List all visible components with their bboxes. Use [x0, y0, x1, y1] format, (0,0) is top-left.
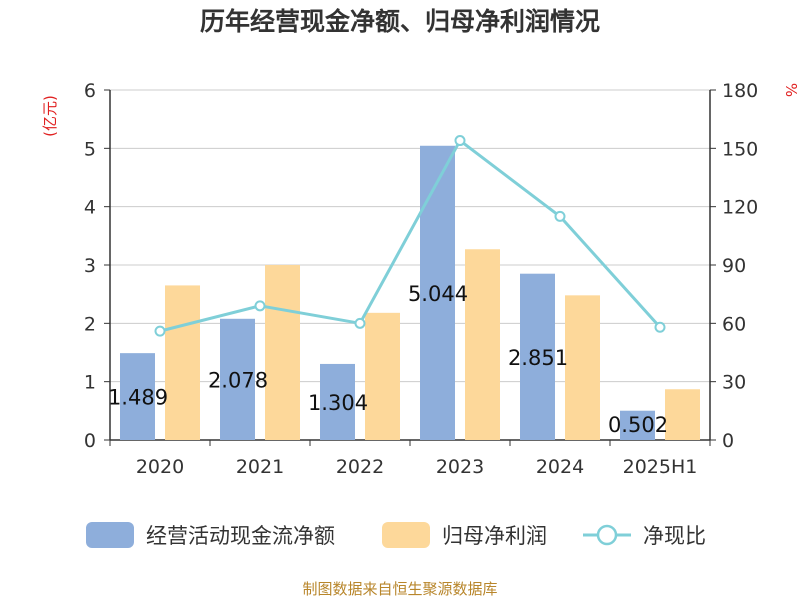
bar-profit — [365, 313, 400, 440]
right-tick-label: 30 — [722, 372, 746, 394]
legend-swatch-cashflow — [86, 522, 134, 548]
legend-label-cashflow: 经营活动现金流净额 — [146, 524, 335, 548]
chart-canvas: 012345603060901201501802020 2021 2022 2023 2… — [0, 0, 800, 600]
legend-swatch-profit — [382, 522, 430, 548]
bar-profit — [165, 285, 200, 440]
x-tick-label: 2025H1 — [623, 456, 698, 478]
ratio-point — [556, 212, 565, 221]
left-tick-label: 0 — [84, 430, 96, 452]
left-tick-label: 3 — [84, 255, 96, 277]
data-label-cashflow: 0.502 — [608, 413, 668, 437]
data-label-cashflow: 2.851 — [508, 346, 568, 370]
left-tick-label: 5 — [84, 138, 96, 160]
left-tick-label: 2 — [84, 313, 96, 335]
data-label-cashflow: 2.078 — [208, 368, 268, 392]
left-axis-unit: (亿元) — [41, 95, 59, 137]
legend-swatch-ratio-marker — [598, 526, 616, 544]
x-tick-label: 2024 — [536, 456, 584, 478]
bar-profit — [465, 249, 500, 440]
right-tick-label: 0 — [722, 430, 734, 452]
right-axis-unit: % — [782, 83, 800, 97]
right-tick-label: 60 — [722, 313, 746, 335]
ratio-point — [156, 327, 165, 336]
legend-label-profit: 归母净利润 — [442, 524, 547, 548]
x-tick-label: 2022 — [336, 456, 384, 478]
data-label-cashflow: 1.489 — [108, 386, 168, 410]
left-tick-label: 4 — [84, 197, 96, 219]
right-tick-label: 150 — [722, 138, 758, 160]
x-tick-label: 2021 — [236, 456, 284, 478]
bar-profit — [565, 295, 600, 440]
bar-profit — [665, 389, 700, 440]
x-tick-label: 2023 — [436, 456, 484, 478]
ratio-point — [656, 323, 665, 332]
source-note: 制图数据来自恒生聚源数据库 — [0, 578, 800, 599]
ratio-point — [356, 319, 365, 328]
right-tick-label: 90 — [722, 255, 746, 277]
ratio-point — [256, 301, 265, 310]
right-tick-label: 120 — [722, 197, 758, 219]
ratio-point — [456, 136, 465, 145]
data-label-cashflow: 1.304 — [308, 391, 368, 415]
data-label-cashflow: 5.044 — [408, 282, 468, 306]
x-tick-label: 2020 — [136, 456, 184, 478]
legend-label-ratio: 净现比 — [643, 524, 706, 548]
right-tick-label: 180 — [722, 80, 758, 102]
bar-profit — [265, 265, 300, 440]
left-tick-label: 6 — [84, 80, 96, 102]
left-tick-label: 1 — [84, 372, 96, 394]
